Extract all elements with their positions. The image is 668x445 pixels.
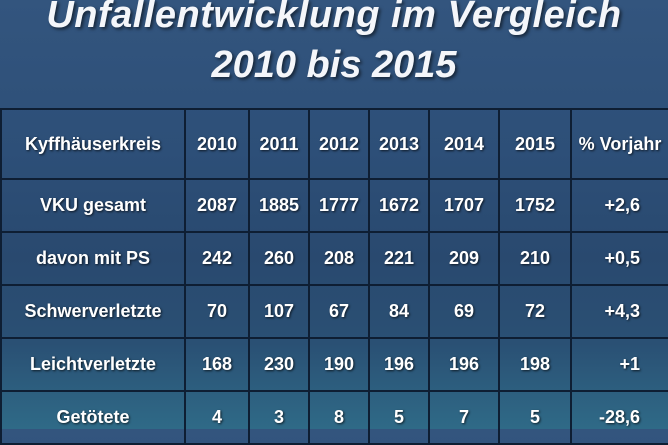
cell-value: 3: [248, 390, 310, 445]
cell-value: 1752: [498, 178, 572, 233]
cell-value: 1885: [248, 178, 310, 233]
chart-subtitle: 2010 bis 2015: [211, 44, 457, 86]
chart-title: Unfallentwicklung im Vergleich: [46, 0, 622, 36]
table-row: Schwerverletzte 70 107 67 84 69 72 +4,3: [0, 284, 668, 339]
cell-value: 67: [308, 284, 370, 339]
table-row: Getötete 4 3 8 5 7 5 -28,6: [0, 390, 668, 445]
cell-value: 5: [498, 390, 572, 445]
cell-change: +2,6: [570, 178, 668, 233]
cell-value: 69: [428, 284, 500, 339]
cell-value: 198: [498, 337, 572, 392]
table-row: VKU gesamt 2087 1885 1777 1672 1707 1752…: [0, 178, 668, 233]
cell-value: 1777: [308, 178, 370, 233]
cell-value: 242: [184, 231, 250, 286]
header-year: 2015: [498, 108, 572, 180]
cell-value: 1672: [368, 178, 430, 233]
cell-value: 210: [498, 231, 572, 286]
cell-value: 8: [308, 390, 370, 445]
cell-value: 5: [368, 390, 430, 445]
cell-value: 7: [428, 390, 500, 445]
cell-change: +0,5: [570, 231, 668, 286]
cell-value: 2087: [184, 178, 250, 233]
cell-value: 72: [498, 284, 572, 339]
cell-value: 196: [428, 337, 500, 392]
header-year: 2014: [428, 108, 500, 180]
cell-value: 4: [184, 390, 250, 445]
header-change: % Vorjahr: [570, 108, 668, 180]
header-year: 2011: [248, 108, 310, 180]
row-label: Schwerverletzte: [0, 284, 186, 339]
cell-value: 107: [248, 284, 310, 339]
row-label: Leichtverletzte: [0, 337, 186, 392]
table-row: davon mit PS 242 260 208 221 209 210 +0,…: [0, 231, 668, 286]
cell-change: +4,3: [570, 284, 668, 339]
cell-value: 221: [368, 231, 430, 286]
cell-value: 84: [368, 284, 430, 339]
header-year: 2012: [308, 108, 370, 180]
row-label: Getötete: [0, 390, 186, 445]
accident-table: Kyffhäuserkreis 2010 2011 2012 2013 2014…: [0, 108, 668, 445]
cell-value: 209: [428, 231, 500, 286]
cell-value: 196: [368, 337, 430, 392]
cell-value: 70: [184, 284, 250, 339]
cell-change: +1: [570, 337, 668, 392]
table-row: Leichtverletzte 168 230 190 196 196 198 …: [0, 337, 668, 392]
cell-value: 190: [308, 337, 370, 392]
row-label: davon mit PS: [0, 231, 186, 286]
row-label: VKU gesamt: [0, 178, 186, 233]
header-year: 2010: [184, 108, 250, 180]
cell-value: 230: [248, 337, 310, 392]
cell-change: -28,6: [570, 390, 668, 445]
cell-value: 208: [308, 231, 370, 286]
table-header-row: Kyffhäuserkreis 2010 2011 2012 2013 2014…: [0, 108, 668, 180]
cell-value: 168: [184, 337, 250, 392]
header-year: 2013: [368, 108, 430, 180]
cell-value: 1707: [428, 178, 500, 233]
cell-value: 260: [248, 231, 310, 286]
header-region: Kyffhäuserkreis: [0, 108, 186, 180]
